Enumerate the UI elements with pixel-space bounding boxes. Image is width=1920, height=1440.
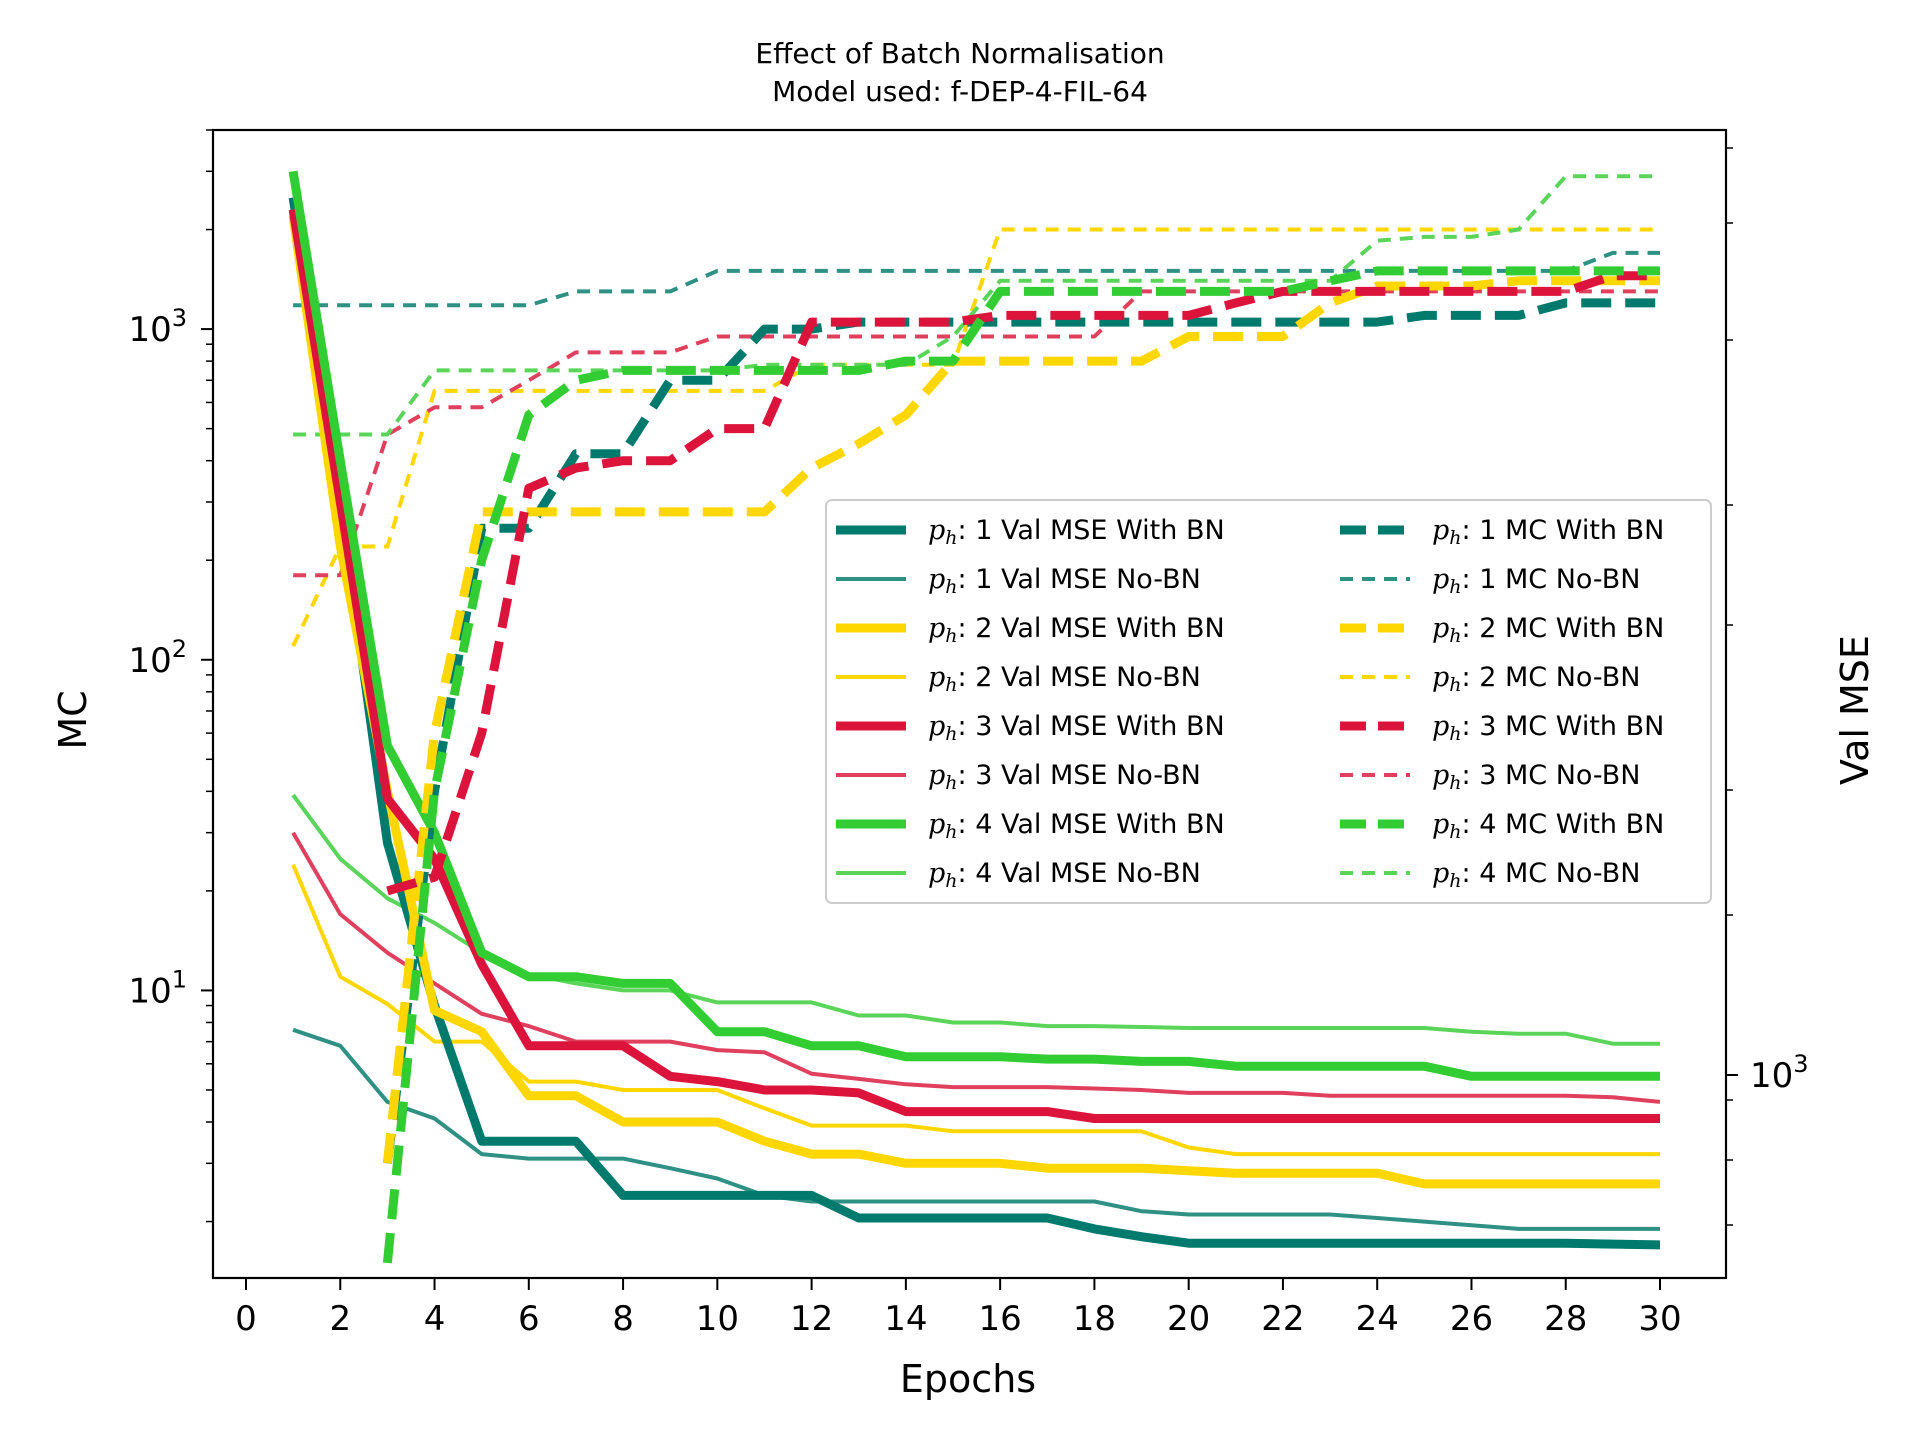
series-line-1 [288,196,1661,1250]
legend-label: ph: 2 Val MSE No-BN [928,662,1201,696]
x-tick-label: 28 [1544,1299,1587,1339]
series-line-12 [291,227,1660,647]
x-tick-label: 24 [1356,1299,1399,1339]
x-tick-label: 4 [424,1299,446,1339]
x-tick-label: 22 [1261,1299,1304,1339]
series-line-3 [288,215,1660,1189]
legend-label: ph: 2 MC With BN [1432,613,1664,647]
plot-frame [211,128,1728,1280]
legend-label: ph: 4 Val MSE No-BN [928,858,1201,892]
series-line-9 [382,298,1660,1164]
x-tick-label: 30 [1638,1299,1681,1339]
x-tick-label: 8 [612,1299,634,1339]
legend-label: ph: 3 Val MSE With BN [928,711,1225,745]
legend-label: ph: 1 Val MSE With BN [928,515,1225,549]
series-line-7 [288,170,1660,1081]
y-tick-label: 101 [128,965,187,1011]
x-tick-label: 6 [518,1299,540,1339]
legend-label: ph: 2 MC No-BN [1432,662,1640,696]
y2-tick-label: 103 [1750,1050,1809,1096]
series-layer [288,170,1661,1264]
x-tick-label: 14 [884,1299,927,1339]
y-tick-label: 103 [128,304,187,350]
legend-label: ph: 3 Val MSE No-BN [928,760,1201,794]
series-line-14 [293,289,1660,578]
series-line-4 [291,863,1660,1157]
legend-label: ph: 3 MC No-BN [1432,760,1640,794]
series-line-15 [382,266,1660,1264]
x-tick-label: 10 [696,1299,739,1339]
legend-label: ph: 4 MC No-BN [1432,858,1640,892]
series-line-10 [293,250,1660,308]
series-line-11 [382,276,1660,1164]
x-tick-label: 26 [1450,1299,1493,1339]
x-tick-label: 0 [235,1299,257,1339]
y2-axis-title: Val MSE [1833,635,1877,785]
legend-label: ph: 3 MC With BN [1432,711,1664,745]
legend-label: ph: 4 MC With BN [1432,809,1664,843]
x-tick-label: 20 [1167,1299,1210,1339]
x-tick-label: 2 [329,1299,351,1339]
legend-label: ph: 2 Val MSE With BN [928,613,1225,647]
y-axis-title: MC [51,690,95,749]
legend-label: ph: 1 Val MSE No-BN [928,564,1201,598]
x-tick-label: 12 [790,1299,833,1339]
y-tick-label: 102 [128,635,187,681]
chart-title: Effect of Batch Normalisation [755,37,1164,70]
series-line-5 [288,208,1660,1123]
x-tick-label: 16 [979,1299,1022,1339]
x-tick-label: 18 [1073,1299,1116,1339]
legend-label: ph: 1 MC With BN [1432,515,1664,549]
chart-subtitle: Model used: f-DEP-4-FIL-64 [772,75,1148,108]
legend: ph: 1 Val MSE With BN ph: 1 Val MSE No-BN… [825,499,1712,904]
series-line-2 [292,1027,1660,1231]
legend-frame [825,499,1712,904]
x-axis-title: Epochs [900,1357,1036,1401]
legend-label: ph: 1 MC No-BN [1432,564,1640,598]
series-line-13 [386,271,1660,896]
legend-label: ph: 4 Val MSE With BN [928,809,1225,843]
series-line-16 [293,174,1660,437]
